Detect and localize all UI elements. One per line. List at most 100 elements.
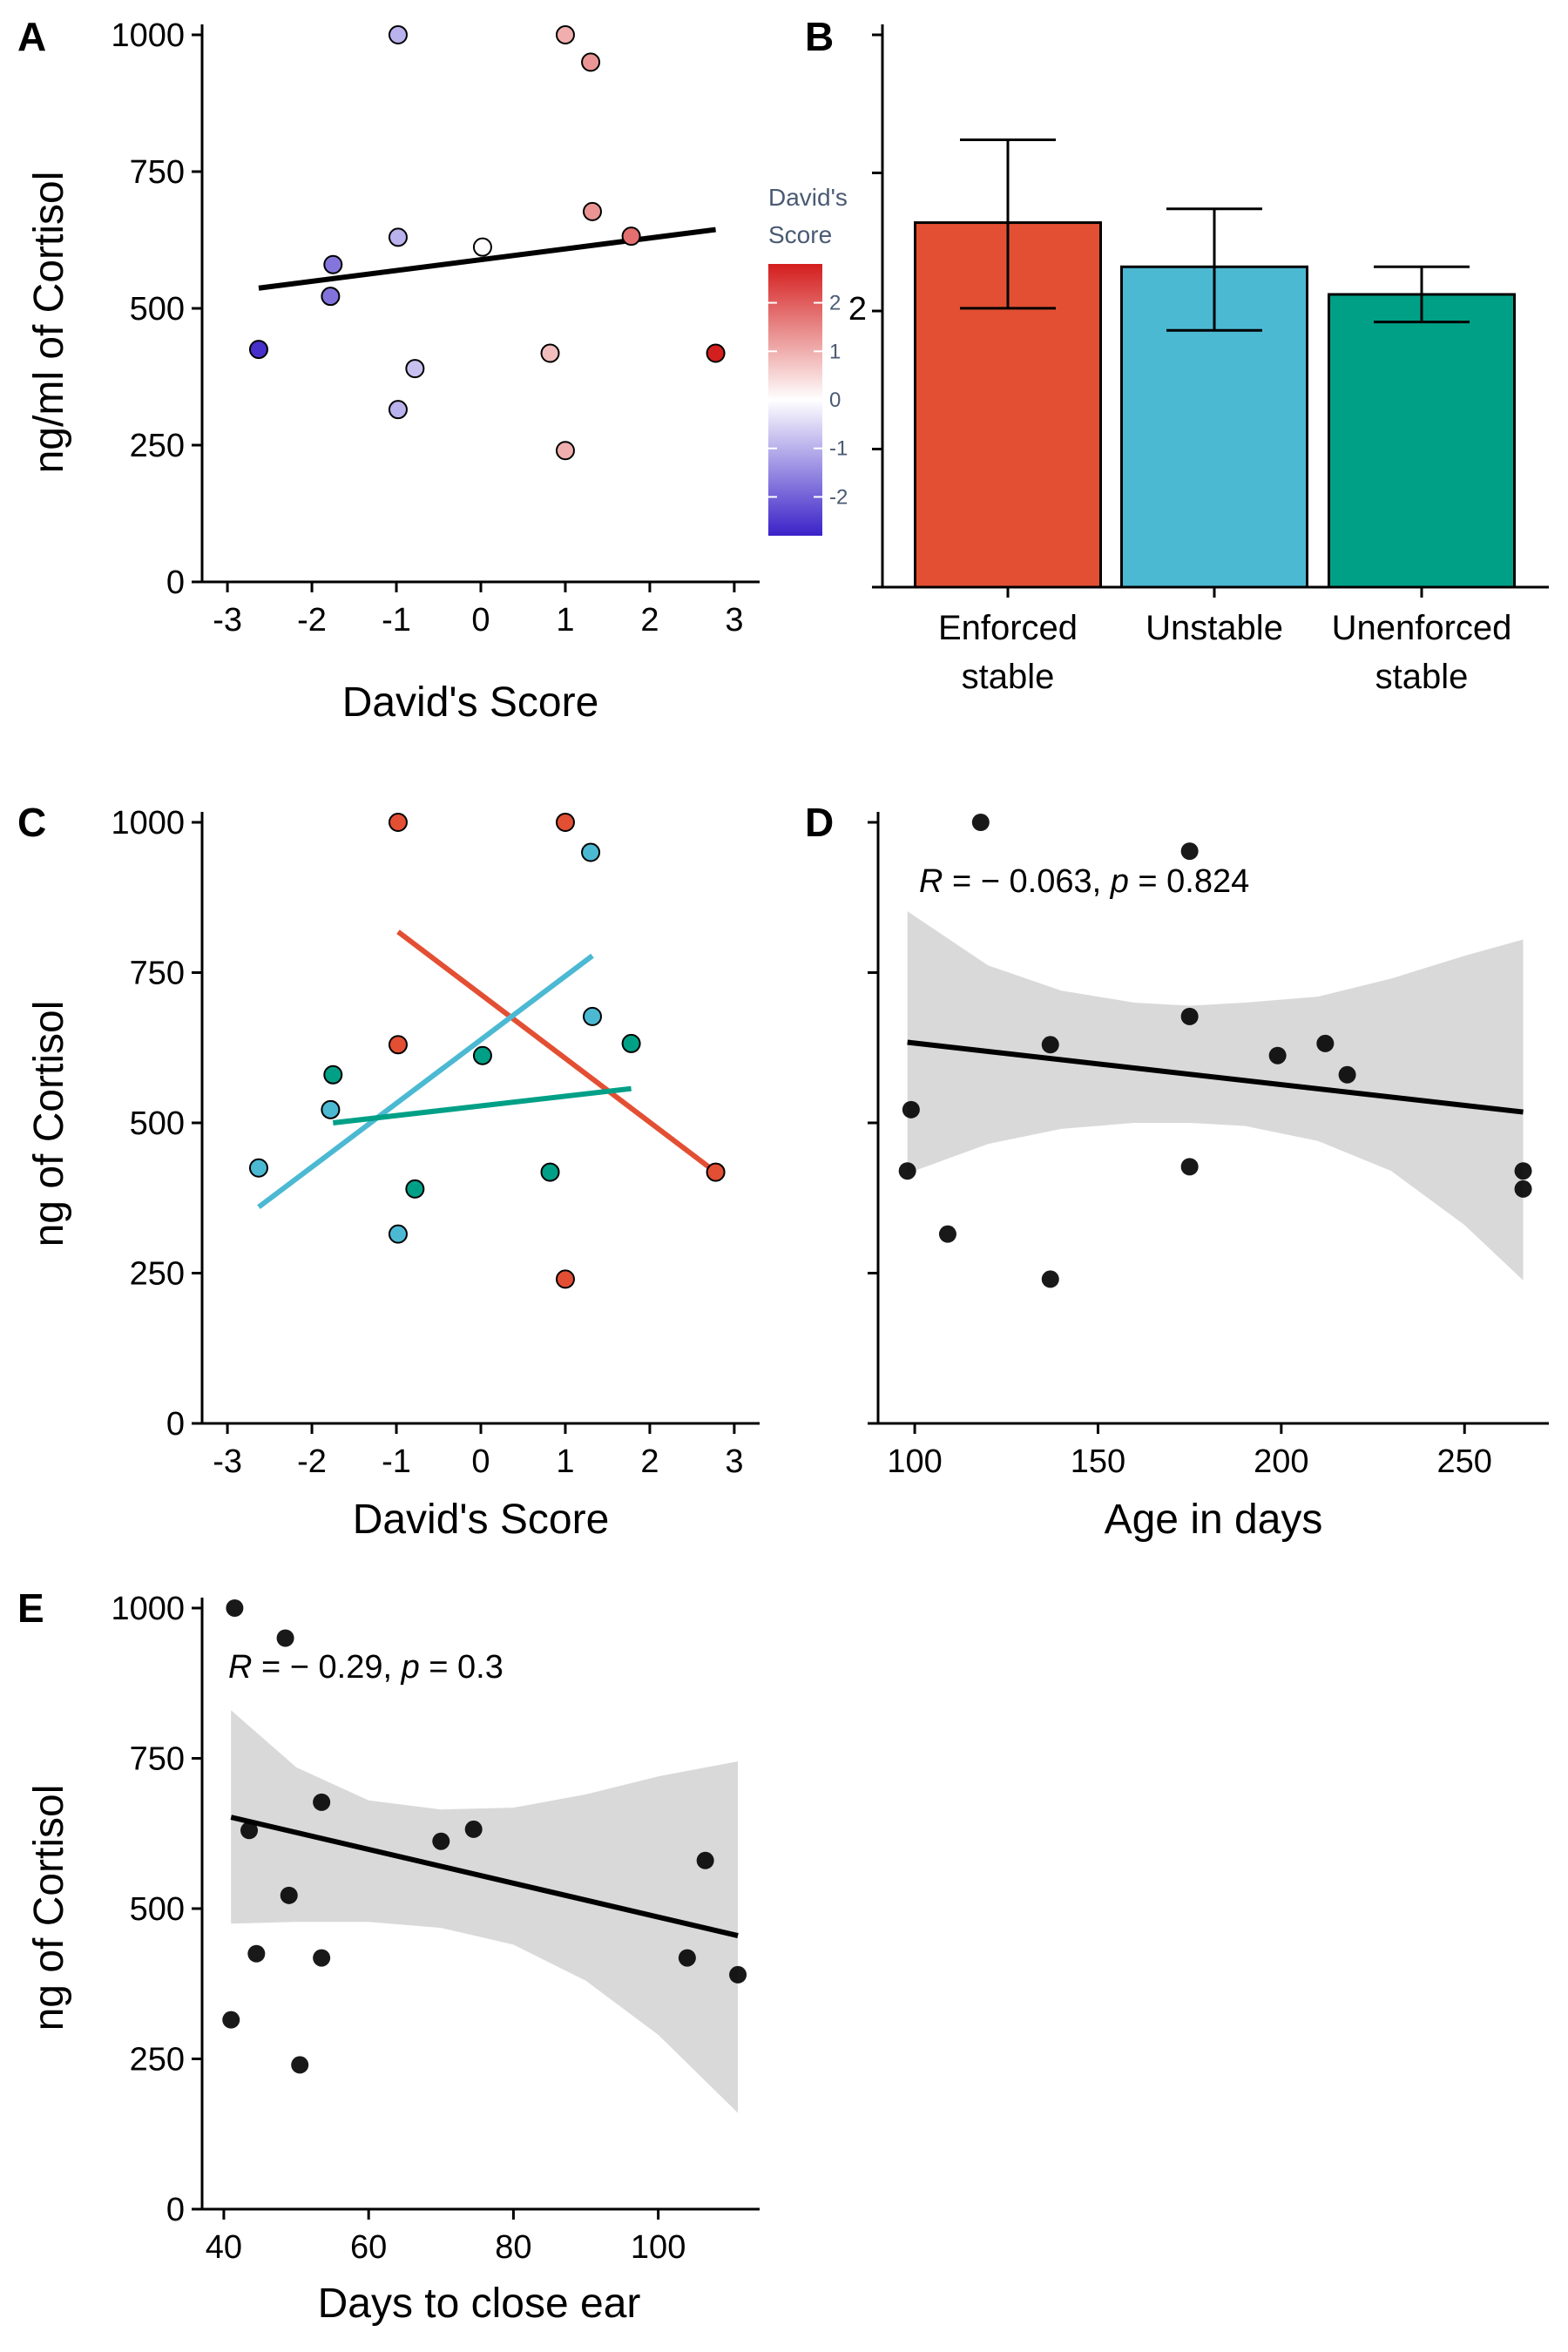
panel-a-point [706, 343, 726, 363]
panel-e-point [432, 1832, 450, 1850]
panel-c-point [555, 1269, 575, 1289]
panel-c-chart: C ng of Cortisol David's Score 0 250 500 75… [17, 800, 760, 1543]
panel-a-point [583, 201, 602, 221]
panel-a-point [581, 52, 601, 72]
panel-c-y-tick-label: 250 [130, 1256, 185, 1293]
panel-b-category-label: Unenforced [1332, 609, 1512, 647]
panel-c-x-tick-label: -1 [382, 1443, 411, 1480]
panel-d-point [1041, 1036, 1059, 1054]
panel-a-x-tick-label: 3 [725, 602, 743, 639]
panel-a-chart: A ng/ml of Cortisol David's Score 0 250 50… [17, 14, 848, 726]
panel-d-point [1180, 1007, 1199, 1025]
panel-d-point [902, 1100, 920, 1119]
panel-d-point [1180, 842, 1199, 861]
panel-a-x-tick-label: -3 [213, 602, 242, 639]
panel-d-chart: D Age in days R = − 0.063, p = 0.824 100… [805, 800, 1549, 1543]
panel-c-trend-line [257, 953, 594, 1209]
panel-c-x-axis-title: David's Score [353, 1497, 610, 1543]
panel-e-y-tick-label: 250 [130, 2042, 185, 2078]
panel-c-plot: 0 250 500 750 1000 -3 -2 -1 0 1 2 3 [111, 805, 760, 1480]
panel-d-confidence-band [907, 911, 1524, 1281]
panel-c-point [621, 1033, 641, 1053]
panel-e-y-tick-label: 750 [130, 1741, 185, 1778]
panel-d-plot: 100 150 200 250 [868, 812, 1549, 1480]
panel-c-point [706, 1162, 726, 1182]
panel-e-point [247, 1944, 266, 1963]
panel-c-y-tick-label: 500 [130, 1105, 185, 1142]
panel-a-point [540, 343, 560, 363]
legend-tick-label: 2 [829, 292, 841, 315]
panel-c-point [472, 1045, 492, 1065]
panel-a-x-tick-label: 1 [556, 602, 574, 639]
panel-b-category-label: Unstable [1146, 609, 1283, 647]
panel-a-x-axis-title: David's Score [342, 679, 599, 726]
panel-a-y-tick-label: 0 [166, 564, 185, 601]
panel-a-y-tick-label: 500 [130, 291, 185, 328]
panel-a-y-tick-label: 750 [130, 154, 185, 191]
panel-e-chart: E ng of Cortisol Days to close ear R = −… [17, 1585, 760, 2327]
panel-a-y-tick-label: 250 [130, 428, 185, 464]
panel-a-point [555, 441, 575, 461]
panel-a-color-legend: David's Score -2 -1 0 1 2 [768, 184, 848, 536]
panel-e-point [464, 1820, 483, 1838]
legend-tick-label: -1 [829, 437, 848, 461]
panel-e-x-axis-title: Days to close ear [318, 2281, 641, 2327]
panel-d-x-axis-title: Age in days [1105, 1497, 1323, 1543]
panel-e-x-tick-label: 40 [206, 2229, 242, 2266]
panel-e-point [313, 1949, 331, 1967]
panel-d-x-tick-label: 150 [1071, 1443, 1125, 1480]
legend-tick-label: 0 [829, 389, 841, 412]
panel-d-point [1514, 1179, 1532, 1198]
panel-c-point [388, 1035, 408, 1055]
panel-d-x-tick-label: 200 [1254, 1443, 1308, 1480]
panel-c-x-tick-label: -3 [213, 1443, 242, 1480]
panel-d-point [1180, 1158, 1199, 1176]
panel-a-point [472, 237, 492, 257]
panel-d-x-tick-label: 100 [887, 1443, 942, 1480]
panel-e-point [276, 1629, 294, 1647]
panel-a-plot: 0 250 500 750 1000 -3 -2 -1 0 1 2 3 [111, 17, 760, 639]
panel-c-x-tick-label: 2 [640, 1443, 659, 1480]
panel-d-point [971, 814, 990, 831]
panel-e-point [280, 1886, 298, 1904]
panel-d-stat-annotation: R = − 0.063, p = 0.824 [919, 863, 1249, 900]
panel-a-point [405, 359, 425, 379]
panel-b-category-label: Enforced [938, 609, 1078, 647]
panel-c-point [321, 1099, 341, 1119]
panel-c-y-tick-label: 1000 [111, 805, 185, 841]
panel-e-point [240, 1821, 259, 1840]
panel-e-x-tick-label: 100 [631, 2229, 686, 2266]
panel-a-y-axis-title: ng/ml of Cortisol [26, 172, 72, 474]
panel-a-x-tick-label: -2 [297, 602, 327, 639]
panel-e-x-tick-label: 60 [350, 2229, 387, 2266]
panel-a-x-tick-label: -1 [382, 602, 411, 639]
panel-e-trend-line [230, 1815, 739, 1938]
panel-c-point [388, 1224, 408, 1244]
panel-c-trend-line [332, 1085, 632, 1125]
panel-a-x-tick-label: 2 [640, 602, 659, 639]
panel-c-x-tick-label: 1 [556, 1443, 574, 1480]
panel-a-point [555, 25, 575, 44]
panel-e-point [678, 1949, 696, 1967]
panel-letter-c: C [17, 800, 46, 845]
legend-title-line1: David's [768, 184, 848, 211]
panel-c-point [405, 1179, 425, 1199]
panel-c-x-tick-label: 0 [471, 1443, 490, 1480]
panel-c-point [323, 1064, 343, 1085]
panel-a-x-tick-label: 0 [471, 602, 490, 639]
panel-letter-b: B [805, 14, 834, 59]
panel-e-point [313, 1793, 331, 1811]
panel-e-y-tick-label: 500 [130, 1891, 185, 1928]
panel-e-point [222, 2011, 240, 2029]
panel-letter-d: D [805, 800, 834, 845]
panel-c-point [248, 1158, 268, 1178]
panel-e-point [226, 1599, 244, 1617]
panel-e-y-tick-label: 0 [166, 2192, 185, 2228]
panel-c-point [555, 813, 575, 832]
panel-c-point [581, 842, 601, 862]
legend-title-line2: Score [768, 221, 832, 248]
panel-c-y-axis-title: ng of Cortisol [26, 1001, 72, 1247]
panel-a-point [388, 25, 408, 44]
panel-e-point [696, 1851, 714, 1869]
